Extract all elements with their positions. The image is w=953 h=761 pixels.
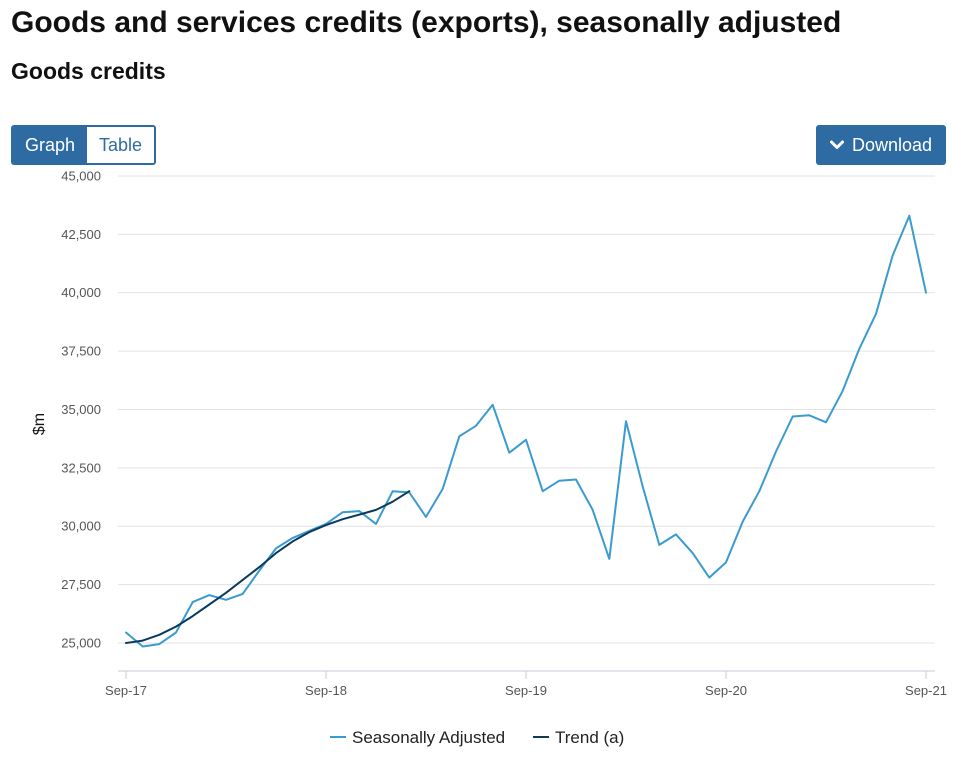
trend-line: [125, 490, 411, 644]
x-tick-label: Sep-21: [905, 683, 947, 698]
y-axis-ticks: 25,000 27,500 30,000 32,500 35,000 37,500 40,0…: [61, 169, 101, 651]
view-toggle: Graph Table: [11, 125, 157, 165]
series-lines: [125, 214, 927, 648]
download-label: Download: [851, 134, 933, 155]
y-tick-label: 32,500: [61, 460, 101, 475]
legend-item-label: Seasonally Adjusted: [352, 728, 505, 747]
y-tick-label: 37,500: [61, 344, 101, 359]
y-tick-label: 27,500: [61, 577, 101, 592]
y-tick-label: 25,000: [61, 635, 101, 650]
y-tick-label: 40,000: [61, 285, 101, 300]
chevron-down-icon: [829, 140, 844, 150]
x-tick-label: Sep-19: [505, 683, 547, 698]
table-tab[interactable]: Table: [87, 127, 155, 163]
x-tick-label: Sep-20: [705, 683, 747, 698]
page-title: Goods and services credits (exports), se…: [11, 6, 842, 39]
y-tick-label: 35,000: [61, 402, 101, 417]
chart-subtitle: Goods credits: [11, 58, 166, 84]
x-axis-ticks: Sep-17 Sep-18 Sep-19 Sep-20 Sep-21: [105, 671, 947, 698]
x-tick-label: Sep-17: [105, 683, 147, 698]
legend: Seasonally Adjusted Trend (a): [330, 728, 624, 747]
gridlines: [118, 175, 935, 644]
line-chart: 25,000 27,500 30,000 32,500 35,000 37,500 40,0…: [31, 169, 947, 748]
legend-item-label: Trend (a): [555, 728, 624, 747]
y-tick-label: 42,500: [61, 227, 101, 242]
y-tick-label: 30,000: [61, 519, 101, 534]
download-button[interactable]: Download: [816, 125, 946, 165]
y-axis-label: $m: [31, 413, 48, 435]
seasonally-adjusted-line: [125, 214, 927, 648]
graph-tab[interactable]: Graph: [13, 127, 88, 163]
x-tick-label: Sep-18: [305, 683, 347, 698]
y-tick-label: 45,000: [61, 169, 101, 184]
